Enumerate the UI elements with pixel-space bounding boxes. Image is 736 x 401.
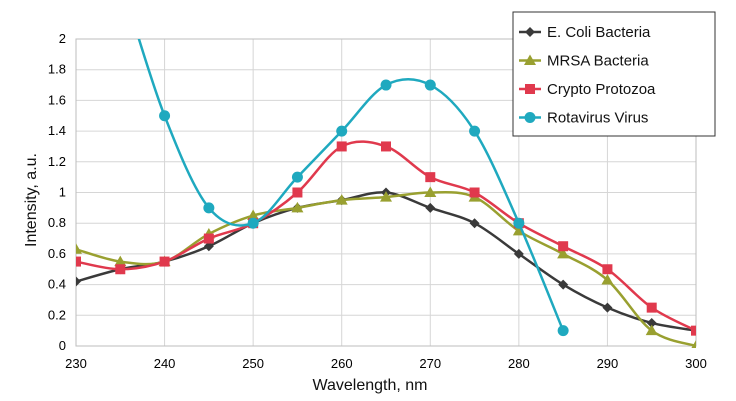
legend: E. Coli Bacteria MRSA Bacteria Crypto Prot… (512, 11, 716, 137)
data-point (691, 340, 696, 348)
data-point (115, 264, 126, 275)
x-tick-label: 260 (331, 356, 353, 371)
data-point (602, 264, 613, 275)
data-point (646, 317, 657, 328)
data-point (469, 218, 480, 229)
y-tick-label: 0.6 (48, 246, 66, 261)
data-point (469, 187, 480, 198)
data-point (469, 125, 481, 137)
x-tick-label: 240 (154, 356, 176, 371)
data-point (425, 172, 436, 183)
x-tick-label: 280 (508, 356, 530, 371)
data-point (645, 324, 658, 336)
data-point (557, 325, 569, 337)
data-point (291, 171, 303, 183)
x-tick-label: 270 (419, 356, 441, 371)
data-point (513, 248, 524, 259)
legend-label: MRSA Bacteria (547, 53, 649, 70)
legend-item: Crypto Protozoa (519, 81, 656, 98)
series-rotavirus-virus (137, 39, 569, 337)
data-point (513, 217, 525, 229)
x-tick-label: 230 (65, 356, 87, 371)
legend-box (512, 11, 716, 137)
data-point (424, 79, 436, 91)
y-tick-label: 0.2 (48, 307, 66, 322)
data-point (292, 187, 303, 198)
y-tick-label: 1.6 (48, 92, 66, 107)
y-axis-label: Intensity, a.u. (23, 153, 40, 247)
x-tick-label: 290 (597, 356, 619, 371)
data-point (203, 202, 215, 214)
y-tick-label: 0.8 (48, 215, 66, 230)
legend-item: E. Coli Bacteria (519, 24, 651, 41)
data-point (380, 79, 392, 91)
data-point (424, 186, 437, 197)
y-tick-label: 1.8 (48, 62, 66, 77)
legend-label: Crypto Protozoa (547, 81, 656, 98)
y-axis-ticks: 0 0.2 0.4 0.6 0.8 1 1.2 1.4 1.6 1.8 2 (48, 31, 66, 353)
y-tick-label: 0.4 (48, 277, 66, 292)
legend-item: Rotavirus Virus (519, 110, 648, 127)
data-point (203, 241, 214, 252)
data-point (76, 243, 82, 254)
data-point (602, 302, 613, 313)
data-point (335, 194, 348, 205)
data-point (558, 279, 569, 290)
y-tick-label: 1.2 (48, 154, 66, 169)
data-point (159, 256, 170, 267)
data-point (425, 202, 436, 213)
x-tick-label: 300 (685, 356, 707, 371)
legend-marker (525, 84, 535, 94)
data-point (380, 191, 392, 202)
series-line (137, 39, 565, 332)
data-point (691, 325, 696, 336)
data-point (646, 302, 657, 313)
legend-marker (525, 27, 535, 37)
data-point (601, 273, 614, 285)
legend-item: MRSA Bacteria (519, 53, 649, 70)
data-point (291, 201, 304, 213)
data-point (76, 276, 81, 287)
data-point (203, 233, 214, 244)
legend-label: Rotavirus Virus (547, 110, 648, 127)
y-tick-label: 2 (59, 31, 66, 46)
data-point (247, 209, 260, 221)
legend-marker (524, 54, 536, 65)
y-tick-label: 1.4 (48, 123, 66, 138)
data-point (558, 241, 569, 252)
data-point (381, 141, 391, 152)
data-point (76, 256, 81, 267)
series-layer (76, 39, 696, 348)
x-tick-label: 250 (242, 356, 264, 371)
data-point (557, 247, 570, 259)
plot-frame (75, 38, 697, 347)
data-point (336, 125, 348, 137)
y-tick-label: 0 (59, 338, 66, 353)
data-point (336, 141, 347, 152)
series-line (76, 140, 696, 332)
data-point (114, 255, 127, 267)
legend-label: E. Coli Bacteria (547, 24, 651, 41)
data-point (247, 217, 259, 229)
y-tick-label: 1 (59, 185, 66, 200)
x-axis-ticks: 230 240 250 260 270 280 290 300 (65, 356, 707, 371)
x-axis-label: Wavelength, nm (312, 377, 427, 394)
legend-marker (524, 112, 536, 123)
data-point (159, 110, 171, 122)
